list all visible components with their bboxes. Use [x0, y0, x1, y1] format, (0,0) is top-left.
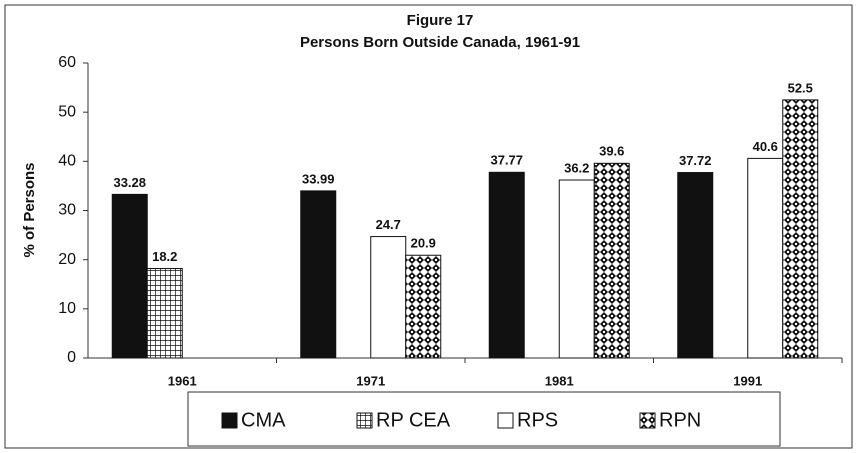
- chart-title: Figure 17: [407, 12, 474, 29]
- value-label: 33.28: [113, 175, 146, 190]
- y-tick-label: 40: [58, 153, 76, 170]
- value-label: 39.6: [599, 144, 624, 159]
- x-tick-label: 1971: [356, 373, 385, 388]
- bar: [558, 179, 595, 359]
- value-label: 36.2: [564, 160, 589, 175]
- bar: [300, 190, 337, 359]
- bar: [370, 236, 407, 359]
- value-label: 37.77: [490, 153, 523, 168]
- bar: [747, 157, 784, 359]
- legend-label: RPS: [517, 409, 558, 431]
- value-label: 40.6: [753, 139, 778, 154]
- y-tick-label: 50: [58, 103, 76, 120]
- legend-swatch: [356, 412, 373, 429]
- y-tick-label: 20: [58, 251, 76, 268]
- bar: [488, 171, 525, 359]
- legend-swatch: [639, 412, 656, 429]
- frame: [4, 4, 853, 449]
- y-tick-label: 10: [58, 300, 76, 317]
- bar: [111, 193, 148, 359]
- x-tick-label: 1991: [733, 373, 762, 388]
- legend-swatch: [497, 412, 514, 429]
- y-axis-label: % of Persons: [21, 162, 38, 257]
- value-label: 52.5: [788, 80, 813, 95]
- bar: [593, 162, 630, 359]
- bar: [405, 254, 442, 359]
- x-tick-label: 1961: [168, 373, 197, 388]
- bar: [146, 268, 183, 359]
- legend-swatch: [221, 412, 238, 429]
- x-tick-label: 1981: [545, 373, 574, 388]
- legend: [187, 391, 781, 447]
- value-label: 18.2: [152, 249, 177, 264]
- value-label: 37.72: [679, 153, 712, 168]
- bar: [782, 99, 819, 359]
- legend-label: RPN: [659, 409, 701, 431]
- value-label: 33.99: [302, 171, 335, 186]
- value-label: 20.9: [411, 236, 436, 251]
- y-tick-label: 30: [58, 202, 76, 219]
- y-tick-label: 60: [58, 54, 76, 71]
- bar: [677, 172, 714, 359]
- chart-subtitle: Persons Born Outside Canada, 1961-91: [300, 34, 580, 51]
- value-label: 24.7: [376, 217, 401, 232]
- legend-label: RP CEA: [376, 409, 451, 431]
- y-tick-label: 0: [67, 349, 76, 366]
- legend-label: CMA: [241, 409, 286, 431]
